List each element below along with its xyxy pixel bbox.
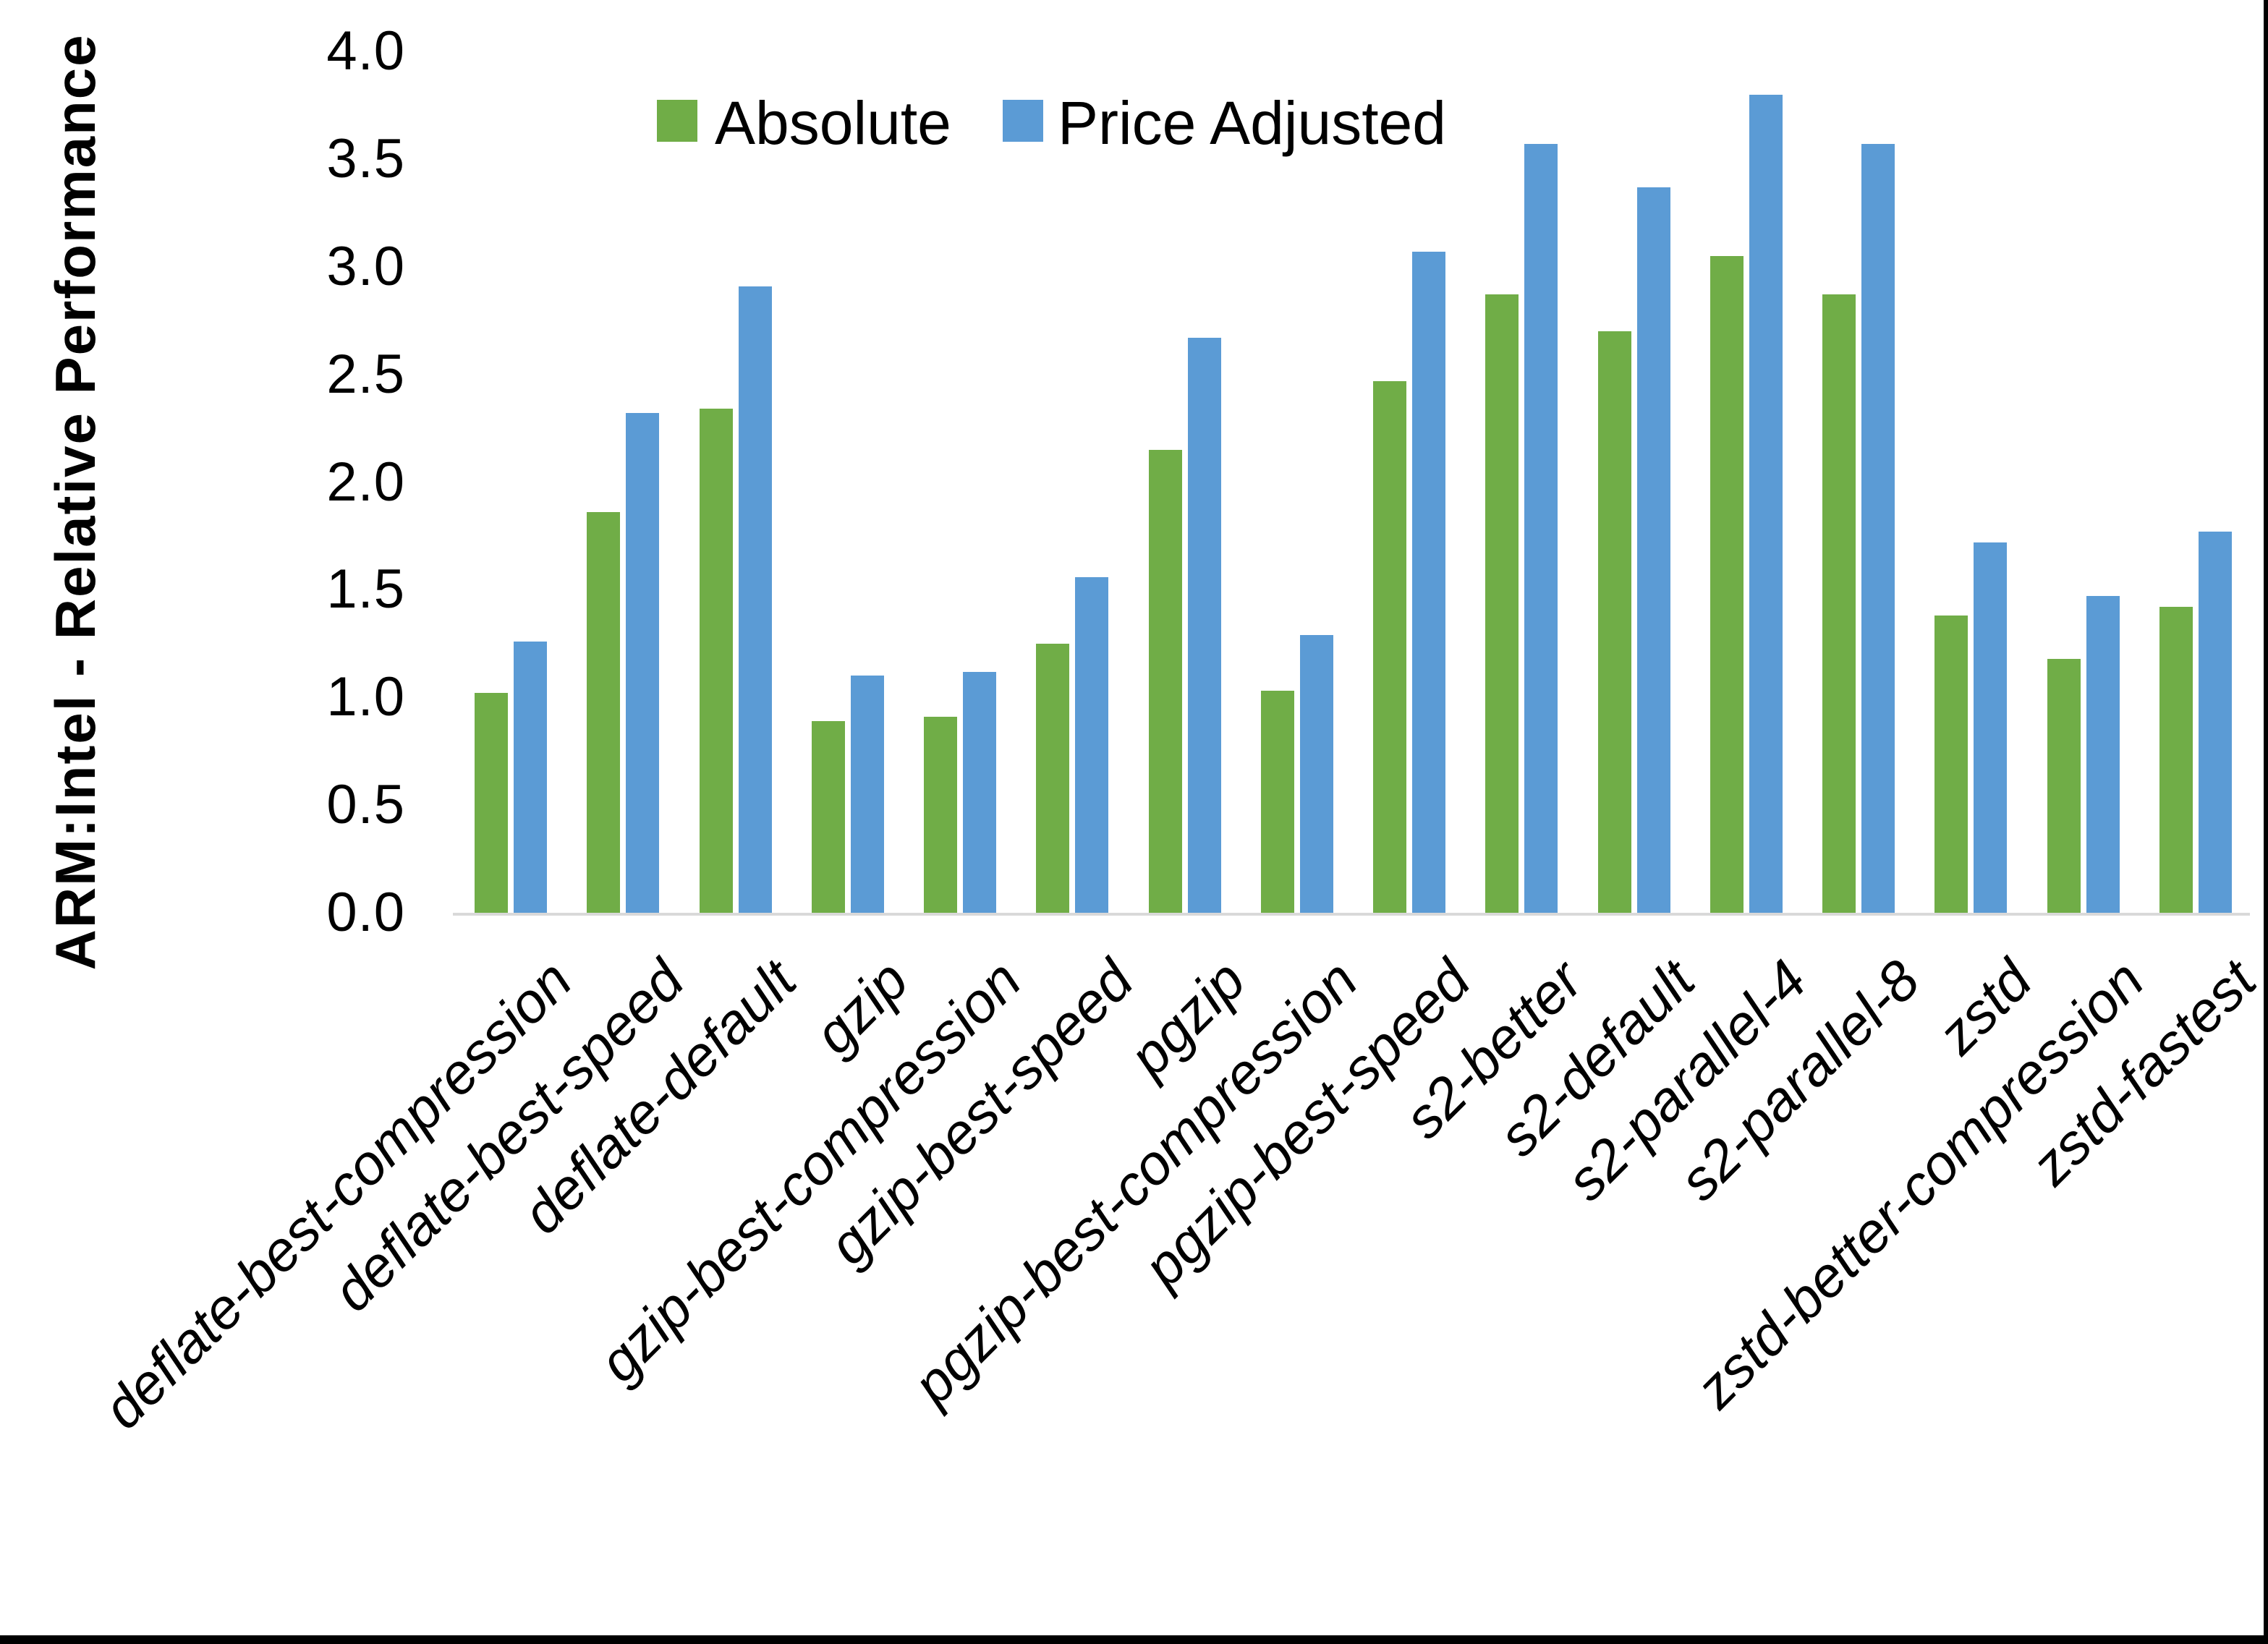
bar-price-adjusted-deflate-best-compression: [514, 642, 547, 913]
bar-price-adjusted-gzip-best-compression: [963, 672, 996, 913]
y-tick-label: 4.0: [326, 20, 405, 82]
bar-price-adjusted-s2-default: [1637, 187, 1670, 913]
bar-absolute-deflate-best-compression: [475, 693, 508, 913]
bar-absolute-s2-default: [1598, 331, 1631, 913]
y-tick-label: 1.0: [326, 666, 405, 728]
bar-absolute-s2-parallel-8: [1822, 294, 1856, 913]
bar-price-adjusted-zstd: [1974, 542, 2007, 913]
y-tick-label: 0.0: [326, 882, 405, 943]
bar-absolute-deflate-default: [700, 409, 733, 913]
bar-absolute-pgzip-best-speed: [1373, 381, 1406, 913]
bar-absolute-pgzip: [1149, 450, 1182, 913]
y-tick-label: 3.0: [326, 236, 405, 297]
bar-price-adjusted-deflate-default: [739, 286, 772, 913]
y-tick-label: 3.5: [326, 128, 405, 189]
y-tick-label: 2.0: [326, 451, 405, 513]
bar-absolute-zstd: [1934, 616, 1968, 913]
bar-price-adjusted-pgzip-best-compression: [1300, 635, 1333, 913]
bar-absolute-gzip: [812, 721, 845, 913]
bar-price-adjusted-pgzip: [1188, 338, 1221, 913]
y-tick-label: 2.5: [326, 344, 405, 405]
y-tick-label: 1.5: [326, 558, 405, 620]
bar-price-adjusted-s2-parallel-4: [1749, 95, 1783, 913]
bar-price-adjusted-gzip-best-speed: [1075, 577, 1108, 913]
bar-absolute-gzip-best-compression: [924, 717, 957, 913]
legend-label-price-adjusted: Price Adjusted: [1058, 89, 1446, 157]
legend-swatch-absolute: [657, 100, 697, 142]
bar-price-adjusted-gzip: [851, 676, 884, 913]
bottom-border: [0, 1635, 2268, 1644]
right-border: [2264, 0, 2268, 1644]
bar-price-adjusted-s2-parallel-8: [1861, 144, 1895, 913]
x-axis-baseline: [453, 913, 2250, 916]
bar-absolute-pgzip-best-compression: [1261, 691, 1294, 913]
bar-absolute-gzip-best-speed: [1036, 644, 1069, 913]
legend-swatch-price-adjusted: [1003, 100, 1043, 142]
bar-absolute-s2-better: [1485, 294, 1519, 913]
bar-price-adjusted-s2-better: [1524, 144, 1558, 913]
bar-price-adjusted-pgzip-best-speed: [1412, 252, 1445, 913]
y-tick-label: 0.5: [326, 774, 405, 835]
y-axis-title: ARM:Intel - Relative Performance: [43, 33, 107, 971]
bar-price-adjusted-deflate-best-speed: [626, 413, 659, 913]
bar-price-adjusted-zstd-better-compression: [2086, 596, 2120, 913]
bar-absolute-zstd-fastest: [2159, 607, 2193, 913]
bar-absolute-zstd-better-compression: [2047, 659, 2081, 913]
bar-absolute-s2-parallel-4: [1710, 256, 1744, 913]
legend-label-absolute: Absolute: [715, 89, 951, 157]
bar-absolute-deflate-best-speed: [587, 512, 620, 913]
bar-price-adjusted-zstd-fastest: [2199, 532, 2232, 913]
